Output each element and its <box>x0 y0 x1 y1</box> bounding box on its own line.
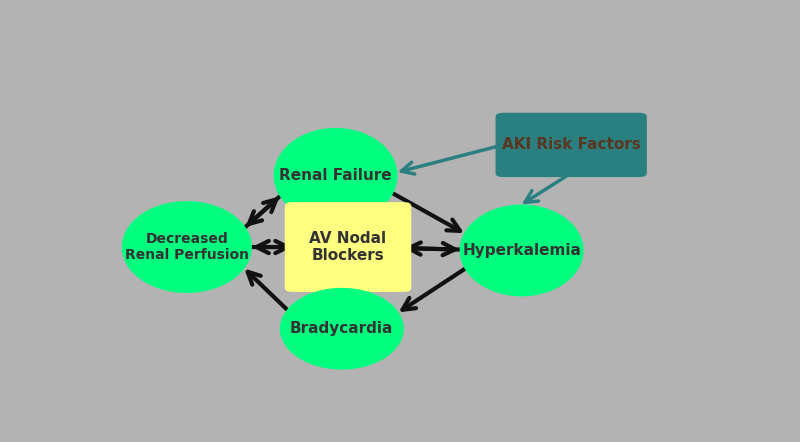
Text: AV Nodal
Blockers: AV Nodal Blockers <box>310 231 386 263</box>
Ellipse shape <box>280 288 404 370</box>
Ellipse shape <box>274 128 398 223</box>
Text: AKI Risk Factors: AKI Risk Factors <box>502 137 641 152</box>
FancyBboxPatch shape <box>495 113 647 177</box>
Ellipse shape <box>122 201 252 293</box>
Text: Bradycardia: Bradycardia <box>290 321 394 336</box>
Text: Decreased
Renal Perfusion: Decreased Renal Perfusion <box>125 232 249 262</box>
FancyBboxPatch shape <box>285 202 411 292</box>
Ellipse shape <box>459 205 584 297</box>
Text: Hyperkalemia: Hyperkalemia <box>462 243 581 258</box>
Text: Renal Failure: Renal Failure <box>279 168 392 183</box>
